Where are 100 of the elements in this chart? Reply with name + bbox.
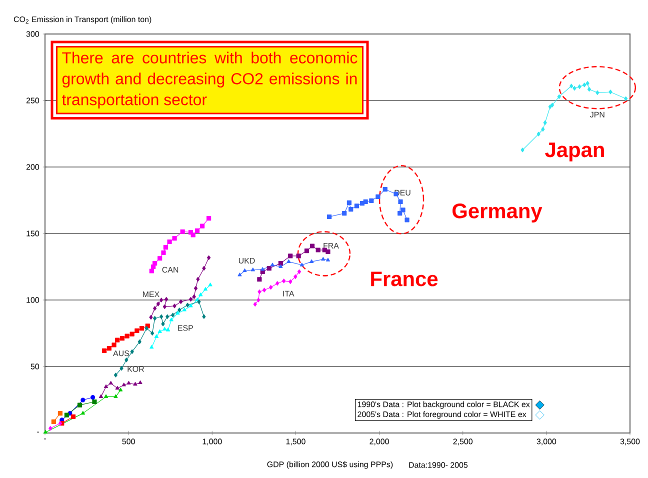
point [586, 81, 590, 86]
point [282, 278, 286, 284]
point [153, 306, 157, 311]
point [321, 257, 326, 261]
point [190, 232, 196, 238]
point [166, 328, 170, 332]
point [98, 394, 104, 398]
point [570, 84, 574, 88]
point [164, 297, 168, 302]
point [242, 268, 247, 272]
point [90, 395, 96, 400]
point [348, 206, 354, 212]
point [153, 316, 157, 321]
point [207, 255, 211, 260]
point [278, 264, 283, 268]
point [257, 277, 262, 282]
point [161, 322, 165, 326]
point [149, 314, 153, 320]
point [572, 86, 576, 91]
annotation: Germany [452, 204, 542, 222]
point [297, 269, 302, 274]
point [112, 342, 116, 348]
point [304, 248, 310, 254]
point [260, 267, 265, 271]
point [163, 245, 168, 250]
point [288, 254, 293, 258]
point [250, 268, 255, 272]
point [70, 414, 76, 419]
point [294, 274, 298, 280]
point [102, 348, 107, 353]
point [548, 104, 552, 110]
point [400, 208, 406, 212]
point [149, 268, 154, 274]
point [376, 194, 380, 199]
point [115, 338, 120, 342]
point [166, 314, 170, 319]
point [64, 412, 70, 418]
point [169, 318, 174, 322]
point [342, 210, 347, 216]
point [266, 266, 272, 271]
point [104, 394, 108, 398]
point [126, 380, 131, 385]
point [288, 279, 292, 284]
annotation: France [371, 272, 438, 286]
point [138, 380, 142, 384]
point [194, 228, 200, 234]
point [258, 289, 262, 294]
point [104, 384, 108, 388]
point [152, 260, 158, 266]
point [130, 349, 134, 354]
point [51, 419, 56, 424]
point [186, 302, 190, 308]
point [354, 204, 360, 208]
point [550, 102, 554, 108]
point [176, 311, 180, 315]
point [276, 281, 280, 286]
point [106, 346, 112, 351]
point [326, 249, 330, 254]
point [80, 398, 86, 402]
point [536, 132, 540, 136]
point [80, 411, 85, 415]
point [262, 288, 266, 292]
point [154, 334, 159, 338]
point [77, 402, 82, 408]
point [608, 90, 612, 94]
point [43, 430, 48, 434]
point [587, 87, 592, 92]
point [203, 287, 208, 291]
point [114, 394, 118, 398]
point [557, 94, 561, 99]
point [150, 330, 154, 336]
point [115, 386, 120, 390]
point [134, 328, 140, 334]
point [296, 254, 301, 258]
point [310, 259, 314, 263]
point [179, 299, 183, 304]
point [206, 216, 212, 221]
point [194, 286, 198, 291]
point [122, 382, 126, 386]
point [120, 366, 124, 371]
point [158, 256, 162, 261]
annotation: Japan [545, 142, 604, 162]
point [108, 380, 113, 385]
point [198, 292, 203, 296]
point [310, 244, 315, 248]
point [202, 314, 206, 319]
point [286, 259, 291, 263]
point [363, 199, 368, 204]
point [624, 96, 628, 101]
point [178, 308, 182, 312]
point [200, 224, 205, 228]
point [238, 272, 242, 276]
point [180, 229, 185, 234]
point [192, 294, 196, 299]
point [316, 248, 320, 252]
point [269, 285, 273, 290]
point [578, 84, 582, 89]
point [161, 250, 166, 255]
point [160, 298, 164, 302]
point [346, 200, 352, 205]
